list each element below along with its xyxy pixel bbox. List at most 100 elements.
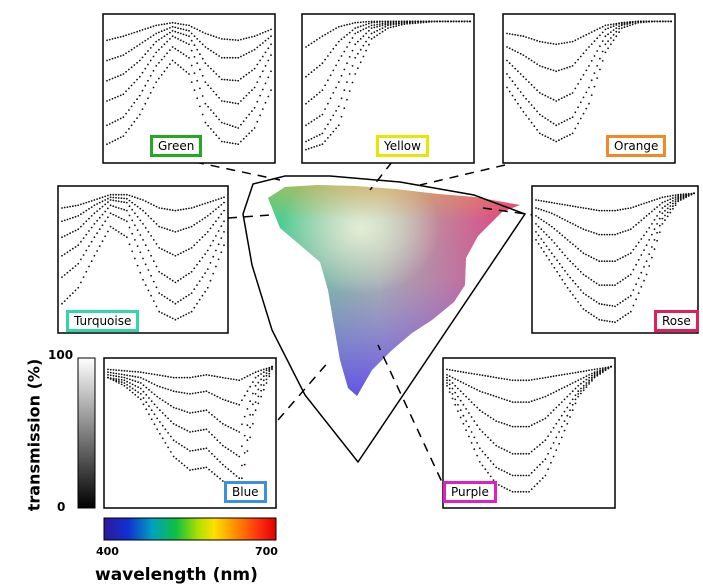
data-point bbox=[235, 403, 238, 405]
panel-rose bbox=[531, 185, 699, 334]
data-point bbox=[234, 79, 237, 82]
data-point bbox=[470, 416, 473, 418]
data-point bbox=[155, 40, 158, 43]
data-point bbox=[119, 36, 122, 38]
data-point bbox=[459, 409, 462, 412]
data-point bbox=[215, 73, 218, 75]
data-point bbox=[66, 218, 69, 221]
data-point bbox=[627, 253, 630, 256]
data-point bbox=[318, 133, 321, 136]
data-point bbox=[563, 67, 566, 70]
data-point bbox=[257, 395, 260, 398]
data-point bbox=[645, 273, 648, 276]
data-point bbox=[137, 381, 140, 383]
data-point bbox=[230, 470, 232, 473]
data-point bbox=[541, 441, 544, 444]
data-point bbox=[398, 20, 400, 23]
data-point bbox=[661, 207, 664, 209]
data-point bbox=[265, 369, 268, 372]
data-point bbox=[164, 387, 167, 390]
data-point bbox=[653, 208, 656, 211]
data-point bbox=[476, 388, 478, 391]
data-point bbox=[370, 27, 373, 29]
data-point bbox=[599, 373, 601, 375]
data-point bbox=[593, 374, 596, 376]
data-point bbox=[560, 97, 563, 100]
data-point bbox=[556, 202, 558, 205]
data-point bbox=[264, 101, 267, 104]
data-point bbox=[232, 378, 235, 381]
data-point bbox=[155, 65, 158, 67]
data-point bbox=[245, 94, 248, 97]
data-point bbox=[163, 207, 166, 210]
data-point bbox=[321, 35, 324, 38]
data-point bbox=[155, 223, 158, 225]
data-point bbox=[318, 144, 321, 147]
data-point bbox=[139, 271, 142, 274]
data-point bbox=[637, 241, 640, 244]
data-point bbox=[395, 21, 398, 23]
data-point bbox=[608, 260, 611, 263]
data-point bbox=[519, 401, 522, 403]
data-point bbox=[232, 472, 235, 475]
data-point bbox=[223, 56, 226, 59]
data-point bbox=[131, 232, 134, 235]
data-point bbox=[556, 245, 558, 248]
data-point bbox=[509, 400, 511, 403]
data-point bbox=[362, 24, 365, 27]
data-point bbox=[608, 320, 611, 323]
data-point bbox=[69, 269, 71, 272]
data-point bbox=[158, 270, 161, 273]
data-point bbox=[188, 56, 190, 59]
data-point bbox=[392, 21, 395, 24]
data-point bbox=[627, 296, 630, 299]
data-point bbox=[141, 29, 144, 31]
data-point bbox=[254, 393, 257, 395]
data-point bbox=[109, 368, 112, 371]
data-point bbox=[305, 124, 307, 127]
data-point bbox=[569, 221, 572, 224]
data-point bbox=[190, 270, 193, 273]
data-point bbox=[462, 422, 465, 425]
data-point bbox=[145, 372, 148, 374]
data-point bbox=[210, 67, 212, 70]
data-point bbox=[503, 398, 506, 401]
data-point bbox=[147, 63, 149, 66]
data-point bbox=[150, 274, 153, 277]
data-point bbox=[658, 231, 661, 234]
data-point bbox=[536, 39, 538, 42]
data-point bbox=[123, 376, 126, 379]
data-point bbox=[235, 379, 238, 381]
data-point bbox=[566, 135, 568, 138]
data-point bbox=[111, 57, 114, 60]
data-point bbox=[558, 139, 560, 142]
data-point bbox=[525, 474, 528, 477]
data-point bbox=[170, 389, 172, 392]
data-point bbox=[448, 391, 451, 393]
data-point bbox=[645, 21, 648, 23]
data-point bbox=[603, 303, 606, 306]
data-point bbox=[648, 212, 651, 215]
data-point bbox=[248, 92, 251, 94]
data-point bbox=[213, 455, 216, 458]
data-point bbox=[629, 273, 632, 276]
data-point bbox=[138, 43, 141, 46]
data-point bbox=[183, 446, 186, 449]
data-point bbox=[218, 37, 221, 39]
data-point bbox=[139, 219, 142, 222]
data-point bbox=[318, 37, 321, 39]
data-point bbox=[212, 223, 215, 226]
data-point bbox=[580, 387, 582, 390]
data-point bbox=[653, 248, 656, 251]
data-point bbox=[316, 66, 318, 69]
data-point bbox=[185, 207, 188, 210]
data-point bbox=[156, 395, 159, 398]
data-point bbox=[88, 265, 90, 268]
data-point bbox=[136, 45, 139, 47]
data-point bbox=[201, 57, 204, 60]
data-point bbox=[528, 490, 530, 493]
data-point bbox=[658, 217, 661, 220]
data-point bbox=[224, 446, 227, 449]
data-point bbox=[268, 372, 271, 375]
data-point bbox=[88, 245, 90, 248]
